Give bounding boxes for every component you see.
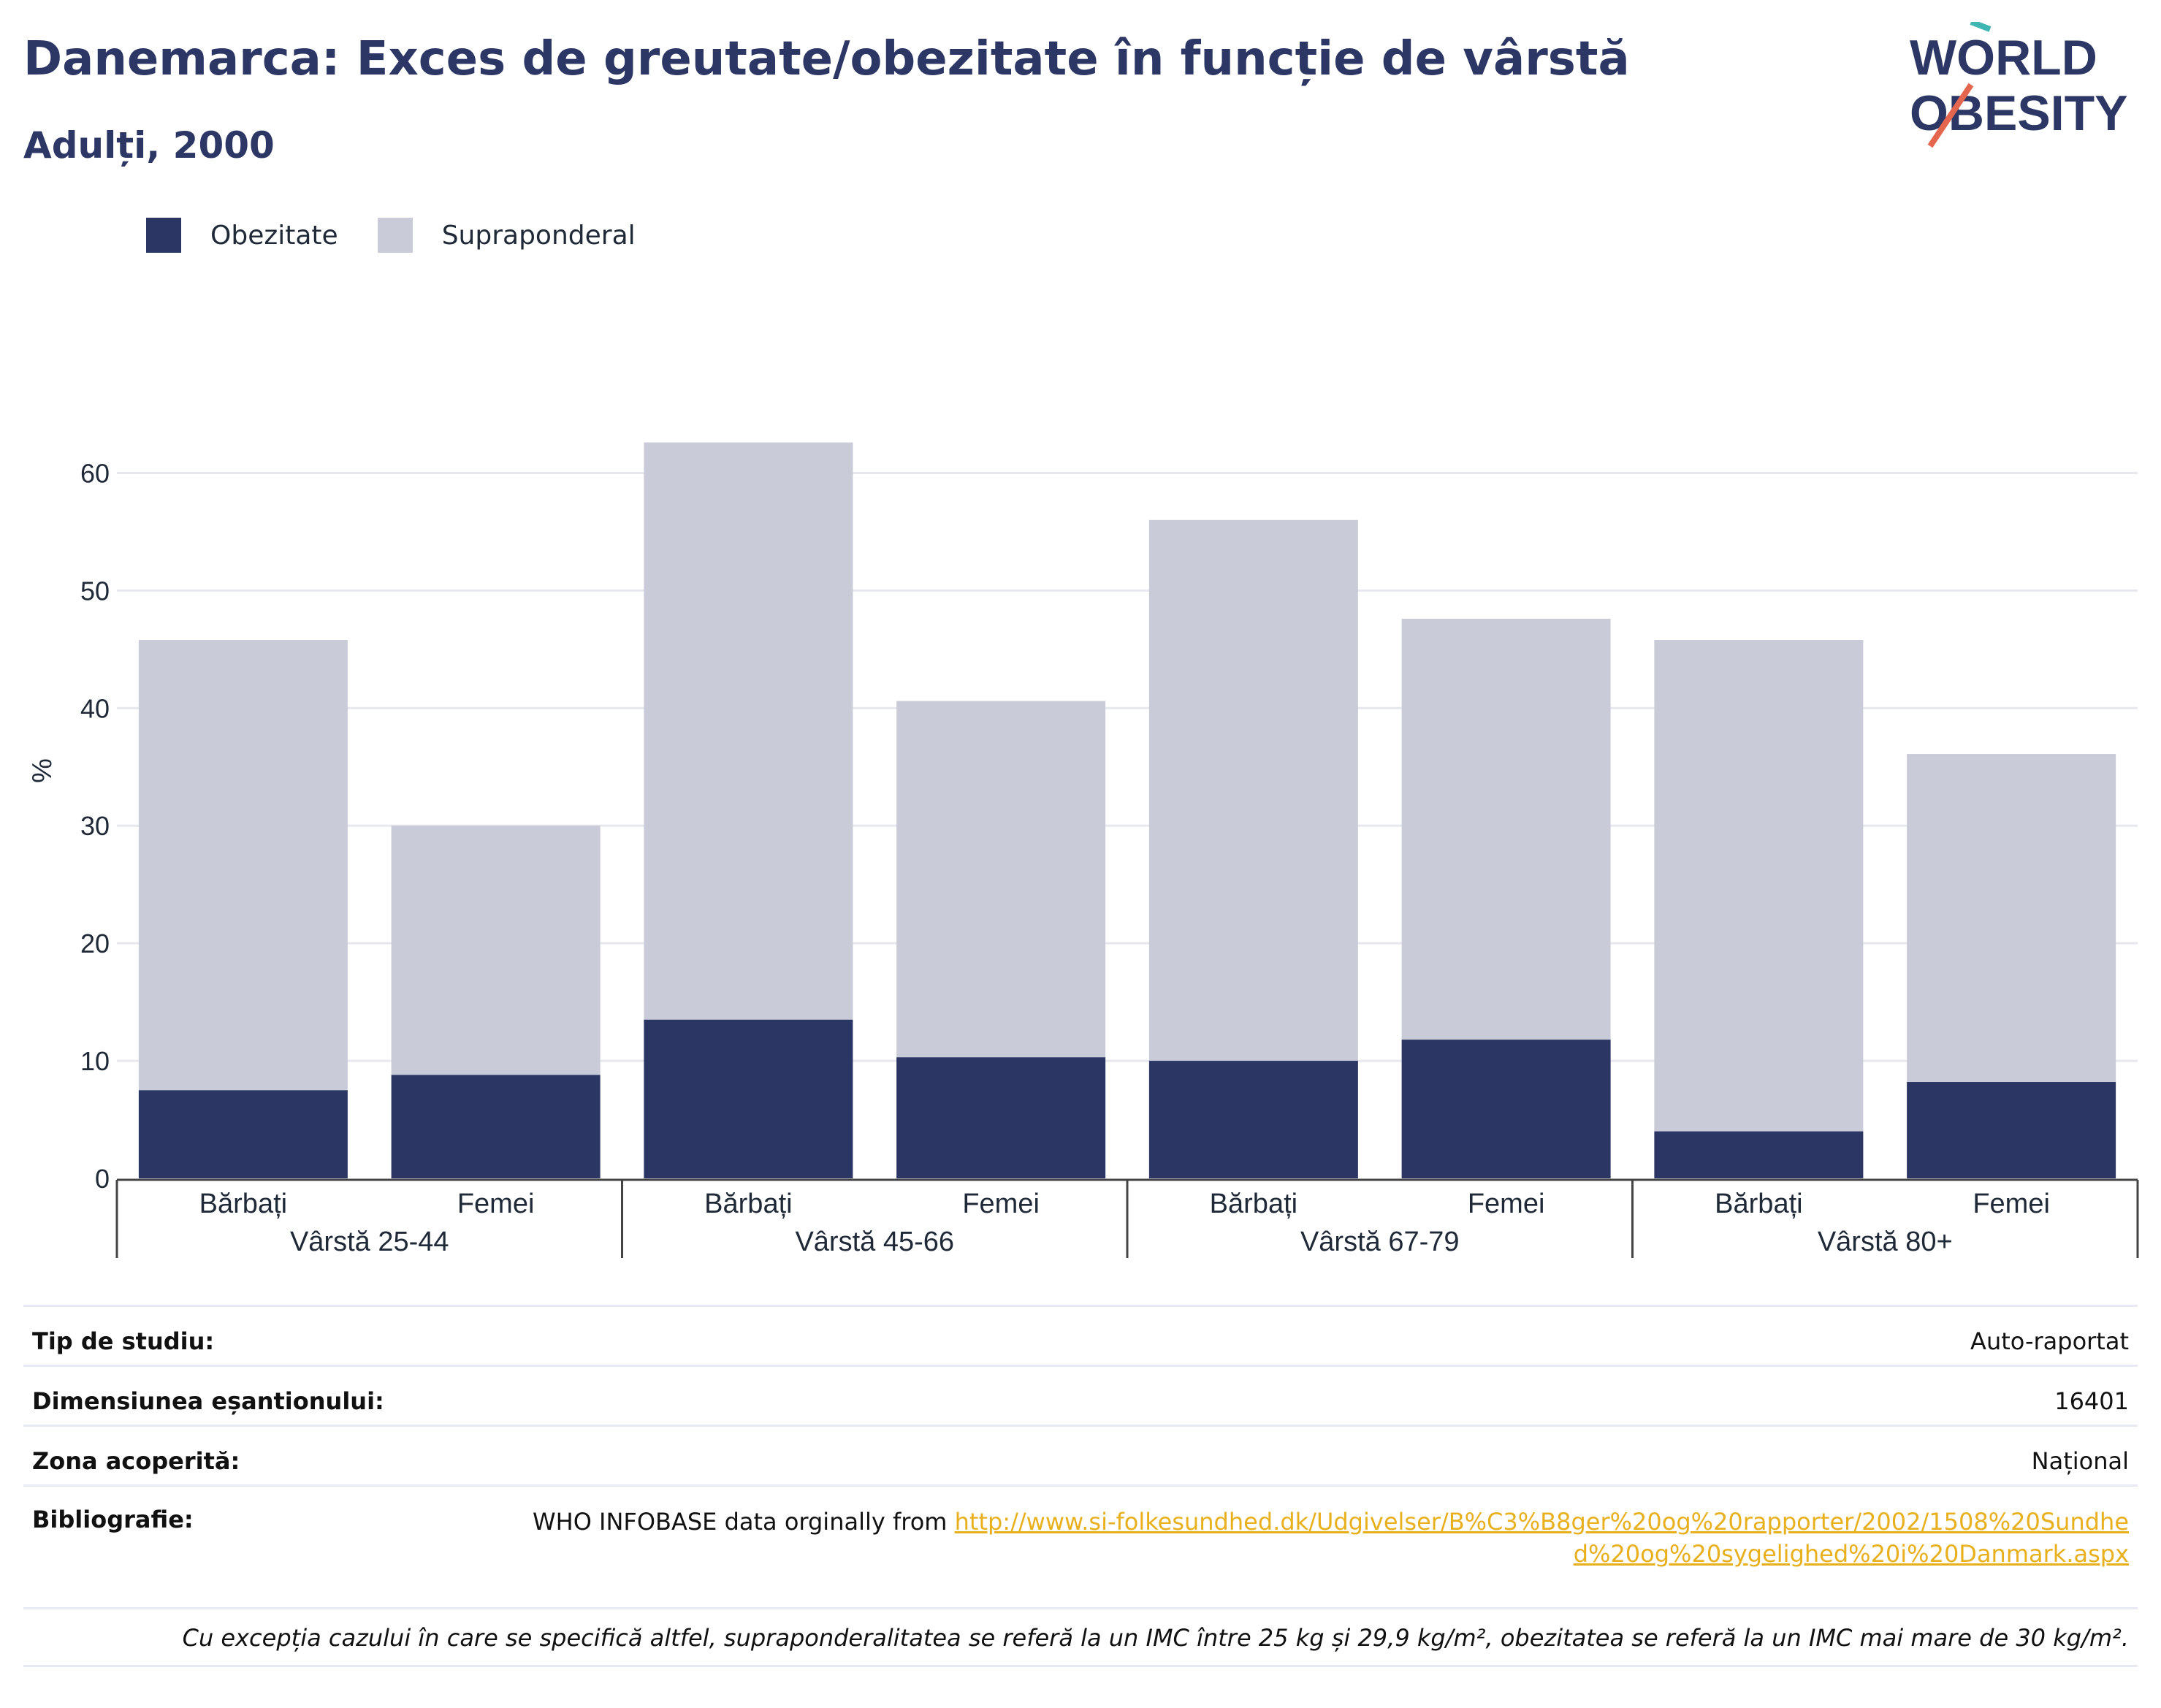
bar-overweight xyxy=(1654,639,1864,1132)
legend-item-overweight[interactable]: Supraponderal xyxy=(377,218,636,253)
bar-obesity xyxy=(391,1075,601,1178)
chart-legend: Obezitate Supraponderal xyxy=(146,218,675,253)
bibliography-link[interactable]: http://www.si-folkesundhed.dk/Udgivelser… xyxy=(954,1508,2129,1568)
logo-text-world: WORLD xyxy=(1910,30,2097,85)
bar-obesity xyxy=(1907,1082,2116,1178)
y-tick-label: 60 xyxy=(80,458,110,488)
page-subtitle: Adulți, 2000 xyxy=(23,124,275,167)
bar-overweight xyxy=(1401,619,1611,1040)
sample-size-value: 16401 xyxy=(2054,1387,2129,1415)
bar-obesity xyxy=(896,1057,1106,1178)
x-tick-label: Femei xyxy=(1973,1189,2050,1219)
coverage-value: Național xyxy=(2031,1447,2129,1475)
bar-overweight xyxy=(644,442,853,1020)
bar-obesity xyxy=(1654,1131,1864,1178)
y-tick-label: 20 xyxy=(80,929,110,958)
x-tick-label: Femei xyxy=(962,1189,1040,1219)
y-tick-label: 10 xyxy=(80,1046,110,1076)
study-info-table: Tip de studiu: Auto-raportat Dimensiunea… xyxy=(23,1305,2138,1667)
y-tick-label: 40 xyxy=(80,693,110,723)
y-tick-label: 0 xyxy=(95,1164,110,1194)
study-type-value: Auto-raportat xyxy=(1970,1327,2129,1355)
bar-overweight xyxy=(1907,754,2116,1083)
study-type-label: Tip de studiu: xyxy=(32,1327,215,1355)
bar-obesity xyxy=(1148,1061,1358,1178)
x-tick-label: Bărbați xyxy=(704,1189,792,1219)
logo-text-obesity: OBESITY xyxy=(1910,85,2128,141)
legend-label-obesity: Obezitate xyxy=(210,220,338,251)
bar-obesity xyxy=(138,1090,348,1178)
info-row-study-type: Tip de studiu: Auto-raportat xyxy=(23,1305,2138,1365)
bar-obesity xyxy=(1401,1040,1611,1178)
x-tick-label: Femei xyxy=(457,1189,535,1219)
y-axis-label: % xyxy=(27,758,58,783)
legend-swatch-overweight xyxy=(377,218,413,253)
bar-obesity xyxy=(644,1019,853,1178)
group-label: Vârstă 45-66 xyxy=(795,1227,954,1257)
bar-overweight xyxy=(896,701,1106,1058)
group-label: Vârstă 80+ xyxy=(1818,1227,1953,1257)
coverage-label: Zona acoperită: xyxy=(32,1447,240,1475)
bibliography-label: Bibliografie: xyxy=(32,1506,194,1533)
legend-swatch-obesity xyxy=(146,218,181,253)
group-label: Vârstă 25-44 xyxy=(290,1227,449,1257)
world-obesity-logo[interactable]: WORLD OBESITY xyxy=(1899,22,2148,153)
y-tick-label: 50 xyxy=(80,576,110,606)
page-title: Danemarca: Exces de greutate/obezitate î… xyxy=(23,32,1630,86)
bar-overweight xyxy=(391,826,601,1075)
x-tick-label: Bărbați xyxy=(199,1189,287,1219)
bibliography-text: WHO INFOBASE data orginally from xyxy=(532,1508,955,1536)
legend-label-overweight: Supraponderal xyxy=(441,220,636,251)
y-tick-label: 30 xyxy=(80,811,110,841)
bibliography-value: WHO INFOBASE data orginally from http://… xyxy=(522,1506,2129,1607)
bar-overweight xyxy=(138,639,348,1091)
info-row-coverage: Zona acoperită: Național xyxy=(23,1425,2138,1484)
bar-overweight xyxy=(1148,519,1358,1061)
group-label: Vârstă 67-79 xyxy=(1300,1227,1460,1257)
sample-size-label: Dimensiunea eșantionului: xyxy=(32,1387,384,1415)
legend-item-obesity[interactable]: Obezitate xyxy=(146,218,338,253)
x-tick-label: Bărbați xyxy=(1210,1189,1297,1219)
logo-slash-red xyxy=(1927,83,1974,148)
footnote: Cu excepția cazului în care se specifică… xyxy=(23,1607,2138,1667)
info-row-sample-size: Dimensiunea eșantionului: 16401 xyxy=(23,1365,2138,1425)
logo-slash-teal xyxy=(1970,22,1992,32)
x-tick-label: Bărbați xyxy=(1715,1189,1802,1219)
info-row-bibliography: Bibliografie: WHO INFOBASE data orginall… xyxy=(23,1484,2138,1607)
stacked-bar-chart: 0 10 20 30 40 50 60% Bărbați Femei Bărbați Femei Bă… xyxy=(27,442,2139,1258)
x-tick-label: Femei xyxy=(1468,1189,1545,1219)
